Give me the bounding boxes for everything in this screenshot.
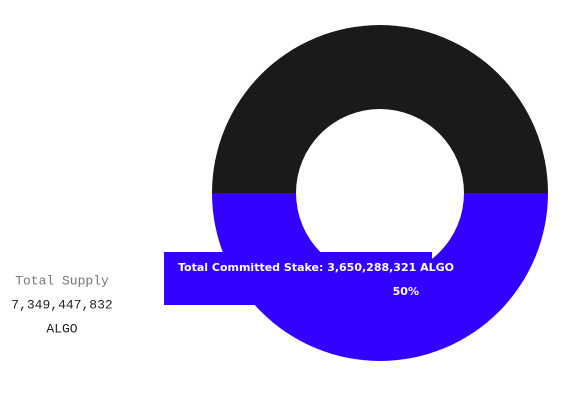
tooltip-box bbox=[164, 252, 432, 305]
donut-slice bbox=[212, 25, 548, 194]
total-label: Total Supply bbox=[15, 273, 109, 288]
total-value: 7,349,447,832 bbox=[11, 297, 112, 312]
tooltip-title: Total Committed Stake: 3,650,288,321 ALG… bbox=[178, 261, 454, 274]
total-unit: ALGO bbox=[46, 321, 77, 336]
donut bbox=[212, 25, 548, 361]
tooltip: Total Committed Stake: 3,650,288,321 ALG… bbox=[164, 252, 454, 305]
tooltip-value: 50% bbox=[393, 285, 419, 298]
